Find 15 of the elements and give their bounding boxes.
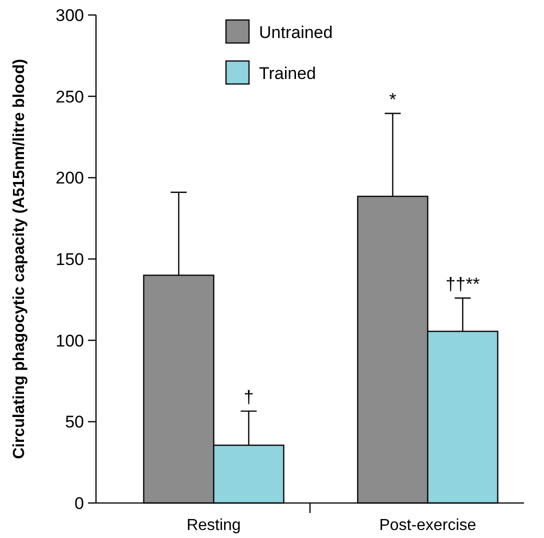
x-tick-label: Post-exercise <box>379 517 476 534</box>
y-tick-label: 100 <box>56 331 84 350</box>
annotation: ††** <box>446 274 480 294</box>
legend-label: Trained <box>259 64 316 83</box>
x-tick-label: Resting <box>186 517 241 534</box>
y-tick-label: 300 <box>56 6 84 25</box>
annotation: † <box>244 387 254 408</box>
y-axis-title: Circulating phagocytic capacity (A515nm/litre blood) <box>11 58 28 460</box>
y-tick-label: 150 <box>56 250 84 269</box>
legend-label: Untrained <box>259 22 333 42</box>
y-tick-label: 250 <box>56 87 84 106</box>
y-tick-label: 0 <box>74 494 84 513</box>
annotation: * <box>389 89 396 110</box>
y-tick-label: 50 <box>65 412 84 432</box>
y-tick-label: 200 <box>56 168 84 188</box>
